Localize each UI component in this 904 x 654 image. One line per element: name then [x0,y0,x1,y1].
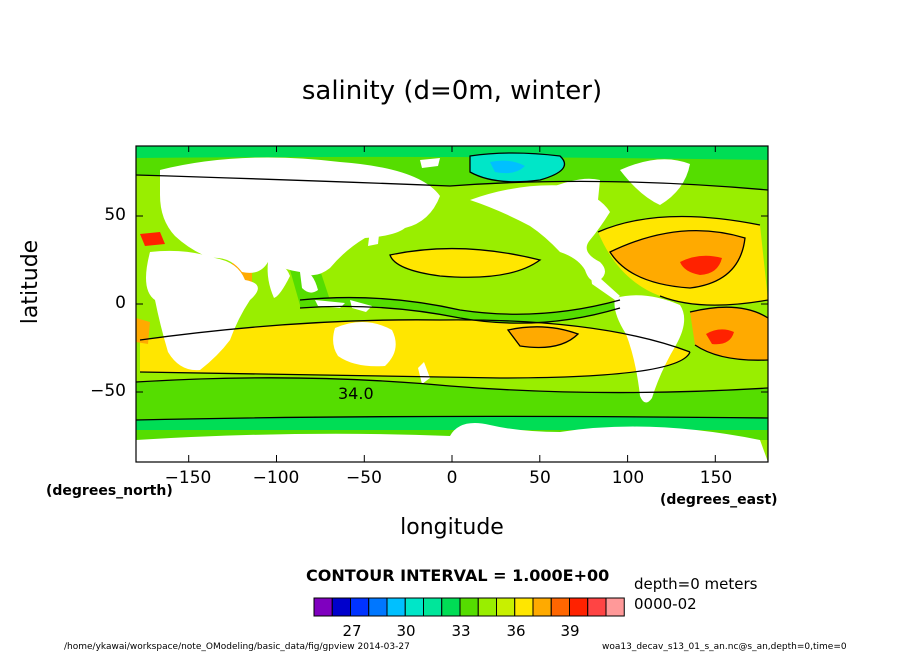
north-pacific-yellow [390,248,540,278]
legend-tick-label: 39 [560,622,580,640]
footer-source: woa13_decav_s13_01_s_an.nc@s_an,depth=0,… [602,642,847,652]
y-tick-label: 50 [104,205,126,225]
west-edge-orange [136,318,150,344]
time-text: 0000-02 [634,595,697,613]
chart-title: salinity (d=0m, winter) [301,76,603,106]
color-legend-bar [313,597,625,617]
legend-swatch [386,597,406,617]
legend-swatch [404,597,424,617]
y-axis-label: latitude [18,239,43,325]
x-tick-label: 100 [611,468,645,488]
contour-value-label: 34.0 [336,384,376,403]
contour-lines [136,152,768,421]
south-pacific-orange [508,326,578,348]
legend-swatch [350,597,370,617]
x-tick-label: 50 [529,468,551,488]
land-masses [136,157,768,462]
arctic-lowest-salinity [490,160,525,174]
x-tick-label: 0 [446,468,458,488]
north-atlantic-orange [610,230,745,288]
legend-swatch [441,597,461,617]
x-tick-label: 150 [699,468,733,488]
footer-path: /home/ykawai/workspace/note_OModeling/ba… [64,642,410,652]
y-tick-label: 0 [115,293,126,313]
x-axis-label: longitude [400,515,504,540]
mediterranean-max [140,232,165,246]
legend-swatch [550,597,570,617]
antarctic-band [136,416,768,430]
contour-interval-text: CONTOUR INTERVAL = 1.000E+00 [306,566,610,585]
legend-swatch [496,597,516,617]
legend-swatch [459,597,479,617]
y-tick-marks [136,215,768,393]
legend-swatch [368,597,388,617]
map-plot-area [136,146,768,462]
x-tick-label: −150 [164,468,212,488]
y-axis-unit: (degrees_north) [46,483,173,499]
legend-swatch [532,597,552,617]
legend-swatch [605,597,625,617]
legend-swatch [514,597,534,617]
legend-swatch [423,597,443,617]
legend-swatch [477,597,497,617]
legend-swatch [569,597,589,617]
legend-swatch [587,597,607,617]
north-atlantic-max [680,255,722,275]
arctic-inner-band [136,146,768,160]
x-tick-marks [188,146,716,462]
x-tick-label: −100 [252,468,300,488]
legend-tick-label: 27 [342,622,362,640]
y-tick-label: −50 [90,381,126,401]
legend-swatch [313,597,333,617]
x-axis-unit: (degrees_east) [660,492,778,508]
legend-tick-label: 33 [451,622,471,640]
x-tick-label: −50 [346,468,382,488]
legend-tick-label: 30 [396,622,416,640]
south-atlantic-max [706,329,734,345]
legend-tick-label: 36 [506,622,526,640]
depth-text: depth=0 meters [634,575,758,593]
legend-swatch [331,597,351,617]
